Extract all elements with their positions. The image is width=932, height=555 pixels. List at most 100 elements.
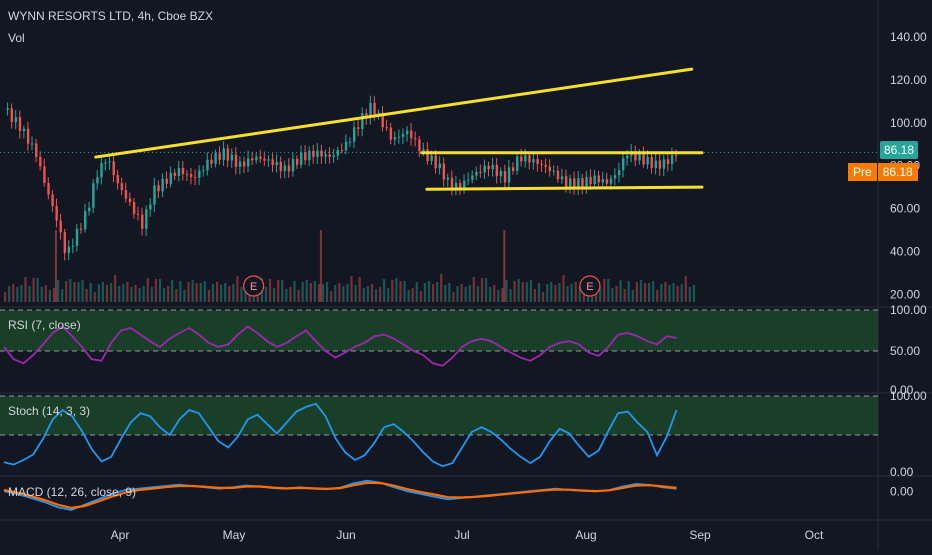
volume-bar [611,288,614,302]
volume-bar [273,288,276,302]
volume-bar [607,279,610,302]
volume-bar [162,288,166,302]
volume-bar [427,281,431,302]
volume-bar [330,291,333,302]
candle-body [124,190,128,199]
candle-body [161,178,164,192]
candle-body [573,178,576,188]
volume-bar [313,281,316,302]
volume-bar [366,286,369,302]
pre-label: Pre [848,163,877,181]
volume-bar [207,290,210,302]
volume-bar [692,285,696,302]
candle-body [536,159,539,164]
candle-body [426,149,429,161]
candle-body [312,150,315,157]
candle-body [157,185,160,192]
date-tick-label: Oct [805,528,824,542]
volume-bar [146,278,149,302]
date-tick-label: Apr [111,528,130,542]
volume-bar [65,281,68,302]
candle-body [597,175,600,183]
pre-price: 86.18 [876,163,918,181]
candle-body [613,175,617,179]
volume-bar [660,284,663,302]
volume-bar [24,277,27,302]
volume-bar [668,285,671,302]
candle-body [222,148,225,160]
candle-body [658,160,662,169]
earnings-marker-icon [243,275,265,297]
candle-body [136,213,140,215]
volume-bar [688,287,691,302]
candle-body [560,176,564,180]
volume-bar [509,289,512,302]
volume-spike [503,230,506,302]
candle-body [430,155,433,161]
candle-body [255,156,258,161]
volume-bar [297,290,300,302]
candle-body [348,141,352,143]
volume-bar [460,284,463,302]
volume-bar [293,281,296,302]
candle-body [18,117,22,132]
candle-body [149,204,152,210]
candle-body [202,170,205,172]
earnings-marker-label: E [250,281,257,293]
volume-bar [615,286,618,302]
candle-body [340,150,344,152]
candle-body [642,153,645,165]
volume-bar [407,290,410,302]
price-tick-label: 20.00 [890,287,920,301]
volume-bar [317,284,321,302]
volume-bar [570,284,573,302]
price-tick-label: 40.00 [890,244,920,258]
volume-bar [505,280,508,302]
volume-bar [419,291,422,302]
volume-bar [81,280,84,302]
candle-body [650,156,653,168]
candle-body [251,158,254,161]
volume-bar [36,278,39,302]
volume-bar [554,285,557,302]
volume-bar [44,285,47,302]
stoch-tick-label: 0.00 [890,465,914,479]
volume-bar [220,285,223,302]
candle-body [634,151,637,161]
candle-body [55,205,58,221]
last-price-tag: 86.18 [880,141,919,159]
volume-bar [513,281,516,302]
volume-bar [517,279,520,302]
volume-bar [215,282,219,302]
volume-bar [484,278,488,302]
date-tick-label: May [223,528,246,542]
candle-body [242,161,246,167]
volume-bar [101,282,105,302]
pre-market-tag: Pre 86.18 [848,163,918,181]
candle-body [446,177,450,180]
candle-body [108,161,111,163]
candle-body [369,102,372,118]
candle-body [279,161,283,172]
candle-body [552,170,556,172]
candle-body [450,177,454,189]
symbol-title: WYNN RESORTS LTD, 4h, Cboe BZX [8,9,213,23]
volume-bar [195,283,198,302]
volume-bar [643,283,647,302]
candle-body [153,185,156,205]
volume-bar [179,281,182,302]
volume-bar [550,282,553,302]
volume-bar [464,287,467,302]
candle-body [218,153,221,160]
volume-bar [456,286,459,302]
volume-bar [56,280,60,302]
candle-body [332,155,336,157]
volume-bar [158,279,162,302]
price-tick-label: 60.00 [890,202,920,216]
candle-body [569,178,572,187]
candle-body [185,174,189,176]
volume-bar [8,286,11,302]
candle-body [548,166,552,172]
